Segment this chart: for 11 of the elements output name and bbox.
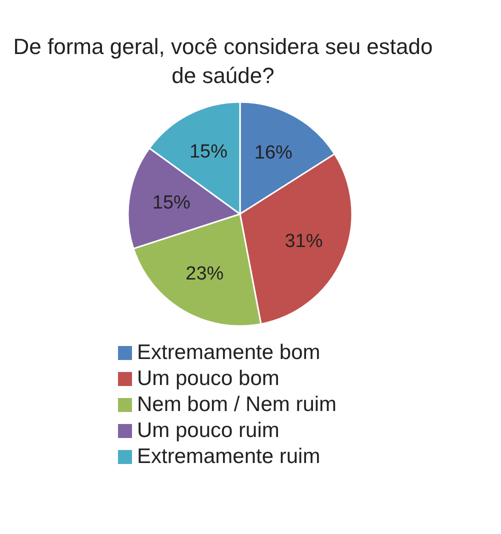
chart-title: De forma geral, você considera seu estado de saúde? <box>12 33 434 90</box>
data-label: 15% <box>189 142 228 163</box>
legend-label: Um pouco bom <box>137 366 280 392</box>
data-label: 15% <box>152 192 191 214</box>
legend-label: Nem bom / Nem ruim <box>137 392 337 418</box>
legend-label: Extremamente bom <box>137 340 320 366</box>
data-label: 23% <box>186 263 224 284</box>
data-label: 16% <box>254 142 293 164</box>
data-label: 31% <box>284 231 323 252</box>
legend-label: Extremamente ruim <box>137 444 320 470</box>
legend-label: Um pouco ruim <box>137 418 280 444</box>
